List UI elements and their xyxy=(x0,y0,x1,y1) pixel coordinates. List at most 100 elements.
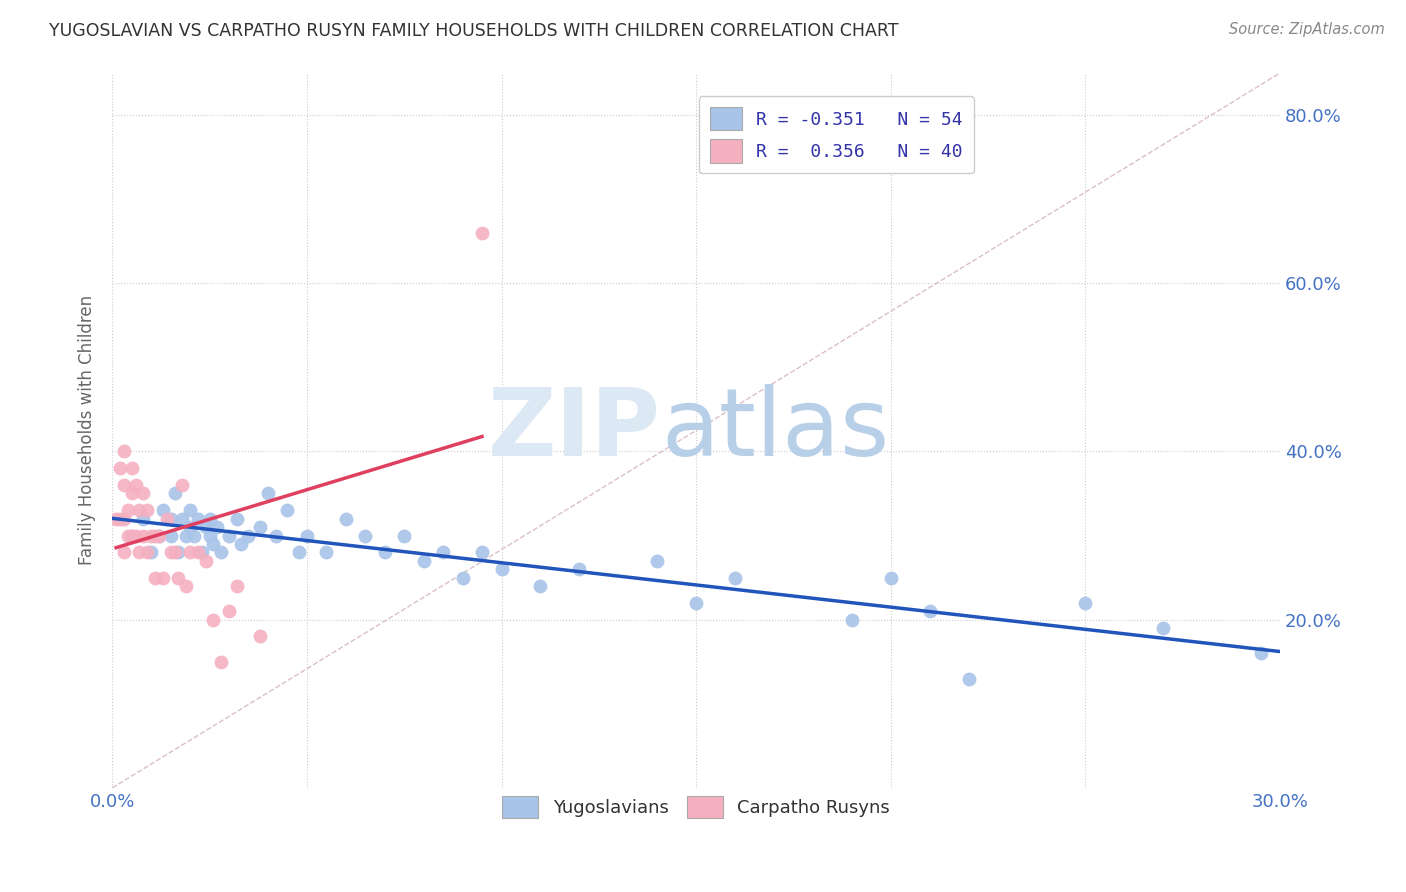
Point xyxy=(249,630,271,644)
Point xyxy=(218,528,240,542)
Point xyxy=(451,571,474,585)
Point xyxy=(159,512,181,526)
Point xyxy=(117,528,139,542)
Point xyxy=(112,478,135,492)
Legend: Yugoslavians, Carpatho Rusyns: Yugoslavians, Carpatho Rusyns xyxy=(495,789,897,825)
Point xyxy=(432,545,454,559)
Point xyxy=(315,545,337,559)
Point xyxy=(198,512,221,526)
Point xyxy=(529,579,551,593)
Point xyxy=(179,545,201,559)
Point xyxy=(174,528,197,542)
Point xyxy=(124,528,146,542)
Point xyxy=(121,486,143,500)
Point xyxy=(163,545,186,559)
Point xyxy=(105,512,128,526)
Point xyxy=(183,528,205,542)
Point xyxy=(295,528,318,542)
Point xyxy=(229,537,252,551)
Point xyxy=(136,545,159,559)
Point xyxy=(335,512,357,526)
Point xyxy=(1250,646,1272,660)
Point xyxy=(645,554,668,568)
Point xyxy=(880,571,903,585)
Point xyxy=(187,545,209,559)
Point xyxy=(209,655,232,669)
Point xyxy=(202,537,225,551)
Point xyxy=(167,571,190,585)
Point xyxy=(128,545,150,559)
Point xyxy=(121,528,143,542)
Point xyxy=(264,528,287,542)
Point xyxy=(225,512,247,526)
Point xyxy=(1074,596,1097,610)
Text: atlas: atlas xyxy=(661,384,890,476)
Point xyxy=(148,528,170,542)
Point xyxy=(209,545,232,559)
Point xyxy=(207,520,229,534)
Point xyxy=(218,604,240,618)
Point xyxy=(841,613,863,627)
Point xyxy=(143,571,166,585)
Point xyxy=(163,486,186,500)
Point xyxy=(202,613,225,627)
Text: YUGOSLAVIAN VS CARPATHO RUSYN FAMILY HOUSEHOLDS WITH CHILDREN CORRELATION CHART: YUGOSLAVIAN VS CARPATHO RUSYN FAMILY HOU… xyxy=(49,22,898,40)
Point xyxy=(1152,621,1174,635)
Point xyxy=(174,579,197,593)
Point xyxy=(194,520,217,534)
Point xyxy=(198,528,221,542)
Point xyxy=(152,503,174,517)
Point xyxy=(257,486,280,500)
Point xyxy=(392,528,415,542)
Point xyxy=(918,604,941,618)
Point xyxy=(471,226,494,240)
Point xyxy=(124,478,146,492)
Point xyxy=(354,528,377,542)
Point xyxy=(249,520,271,534)
Point xyxy=(172,478,194,492)
Point xyxy=(288,545,311,559)
Point xyxy=(491,562,513,576)
Point xyxy=(121,461,143,475)
Point xyxy=(159,528,181,542)
Text: ZIP: ZIP xyxy=(488,384,661,476)
Point xyxy=(172,512,194,526)
Point xyxy=(191,545,214,559)
Point xyxy=(238,528,260,542)
Point xyxy=(159,545,181,559)
Point xyxy=(132,486,155,500)
Point xyxy=(471,545,494,559)
Point xyxy=(108,461,131,475)
Point xyxy=(136,503,159,517)
Point xyxy=(128,503,150,517)
Y-axis label: Family Households with Children: Family Households with Children xyxy=(79,295,96,566)
Point xyxy=(112,545,135,559)
Point xyxy=(225,579,247,593)
Point xyxy=(121,528,143,542)
Point xyxy=(148,528,170,542)
Point xyxy=(167,545,190,559)
Point xyxy=(132,512,155,526)
Point xyxy=(412,554,434,568)
Point xyxy=(179,520,201,534)
Point xyxy=(179,503,201,517)
Point xyxy=(568,562,591,576)
Point xyxy=(276,503,298,517)
Point xyxy=(194,554,217,568)
Point xyxy=(141,545,163,559)
Point xyxy=(374,545,396,559)
Text: Source: ZipAtlas.com: Source: ZipAtlas.com xyxy=(1229,22,1385,37)
Point xyxy=(187,512,209,526)
Point xyxy=(141,528,163,542)
Point xyxy=(152,571,174,585)
Point xyxy=(112,512,135,526)
Point xyxy=(685,596,707,610)
Point xyxy=(143,528,166,542)
Point xyxy=(156,512,179,526)
Point xyxy=(132,528,155,542)
Point xyxy=(957,672,980,686)
Point xyxy=(117,503,139,517)
Point xyxy=(724,571,747,585)
Point xyxy=(108,512,131,526)
Point xyxy=(112,444,135,458)
